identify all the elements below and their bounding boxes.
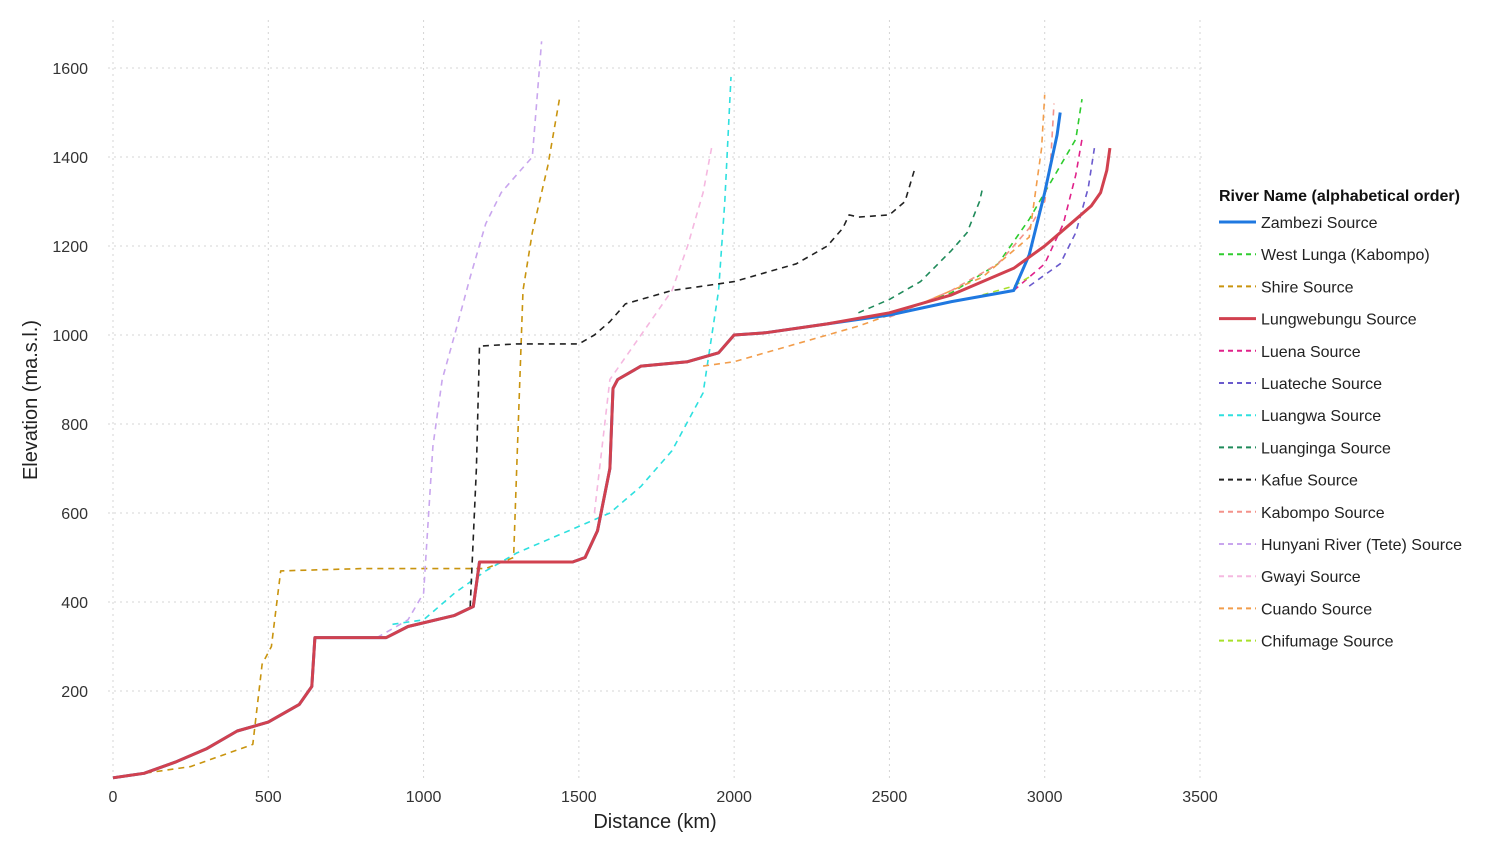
y-tick-label: 1400 (52, 150, 88, 167)
series-line-luanginga-source (858, 187, 984, 314)
legend-label: Gwayi Source (1261, 569, 1361, 586)
legend-label: Luena Source (1261, 344, 1361, 361)
x-tick-label: 2500 (872, 789, 908, 806)
series-line-luateche-source (1028, 147, 1096, 287)
y-tick-label: 1200 (52, 239, 88, 256)
legend-label: West Lunga (Kabompo) (1261, 247, 1430, 264)
series-line-gwayi-source (593, 143, 714, 514)
series-line-lungwebungu-source (112, 147, 1112, 780)
legend-label: Lungwebungu Source (1261, 312, 1417, 329)
legend-label: Kabompo Source (1261, 505, 1385, 522)
legend-label: Kafue Source (1261, 473, 1358, 490)
x-tick-label: 2000 (716, 789, 752, 806)
x-tick-label: 1500 (561, 789, 597, 806)
x-tick-label: 0 (109, 789, 118, 806)
x-tick-label: 3000 (1027, 789, 1063, 806)
x-tick-label: 3500 (1182, 789, 1218, 806)
x-axis-title: Distance (km) (593, 811, 716, 833)
series-lines (112, 41, 1112, 780)
legend-label: Shire Source (1261, 279, 1354, 296)
series-line-hunyani-river-tete-source (376, 41, 543, 639)
y-axis-ticks: 200 400 600 800 1000 1200 1400 1600 (52, 61, 88, 701)
series-line-luangwa-source (392, 76, 732, 626)
y-tick-label: 600 (61, 506, 88, 523)
series-line-shire-source (112, 94, 561, 779)
y-tick-label: 200 (61, 684, 88, 701)
y-tick-label: 1000 (52, 328, 88, 345)
series-line-kafue-source (469, 170, 916, 607)
y-tick-label: 800 (61, 417, 88, 434)
x-axis-ticks: 0 500 1000 1500 2000 2500 3000 3500 (109, 789, 1218, 806)
y-tick-label: 400 (61, 595, 88, 612)
series-line-zambezi-source (112, 112, 1062, 780)
x-tick-label: 1000 (406, 789, 442, 806)
series-line-cuando-source (702, 94, 1046, 367)
legend-title: River Name (alphabetical order) (1219, 188, 1460, 205)
legend-label: Zambezi Source (1261, 215, 1378, 232)
y-tick-label: 1600 (52, 61, 88, 78)
legend-label: Cuando Source (1261, 601, 1372, 618)
legend-label: Luangwa Source (1261, 408, 1381, 425)
y-axis-title: Elevation (ma.s.l.) (20, 320, 42, 480)
legend-label: Luanginga Source (1261, 440, 1391, 457)
series-line-chifumage-source (982, 276, 1030, 296)
legend-label: Hunyani River (Tete) Source (1261, 537, 1462, 554)
series-line-luena-source (1013, 139, 1083, 292)
x-tick-label: 500 (255, 789, 282, 806)
legend: River Name (alphabetical order) Zambezi … (1219, 188, 1462, 651)
series-line-west-lunga-kabompo (842, 98, 1083, 323)
legend-label: Chifumage Source (1261, 634, 1394, 651)
grid (108, 20, 1205, 780)
legend-items: Zambezi Source West Lunga (Kabompo) Shire … (1219, 215, 1462, 651)
legend-label: Luateche Source (1261, 376, 1382, 393)
